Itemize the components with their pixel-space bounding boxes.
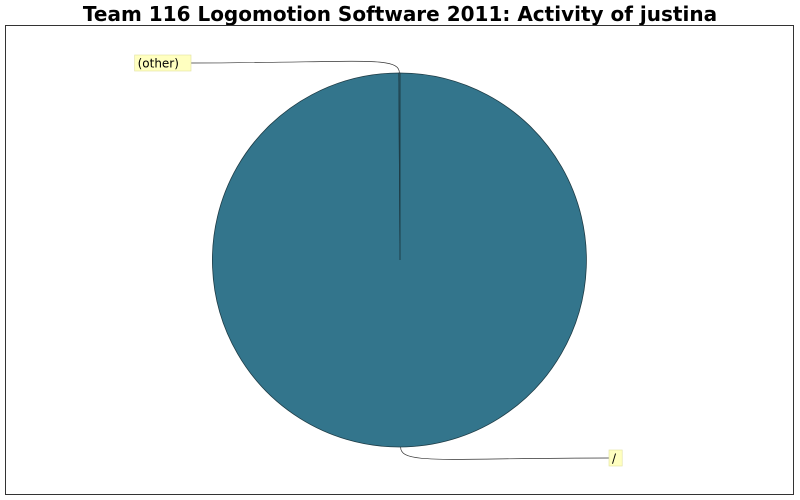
chart-title: Team 116 Logomotion Software 2011: Activ… [82,2,718,26]
slice-label: (other) [138,57,179,71]
slice-label-box [608,449,623,467]
slice-label: / [612,452,617,466]
label-leader-line [190,60,400,74]
slice-label-box [134,54,192,72]
pie-slice [212,72,587,448]
label-leader-line [400,446,610,460]
